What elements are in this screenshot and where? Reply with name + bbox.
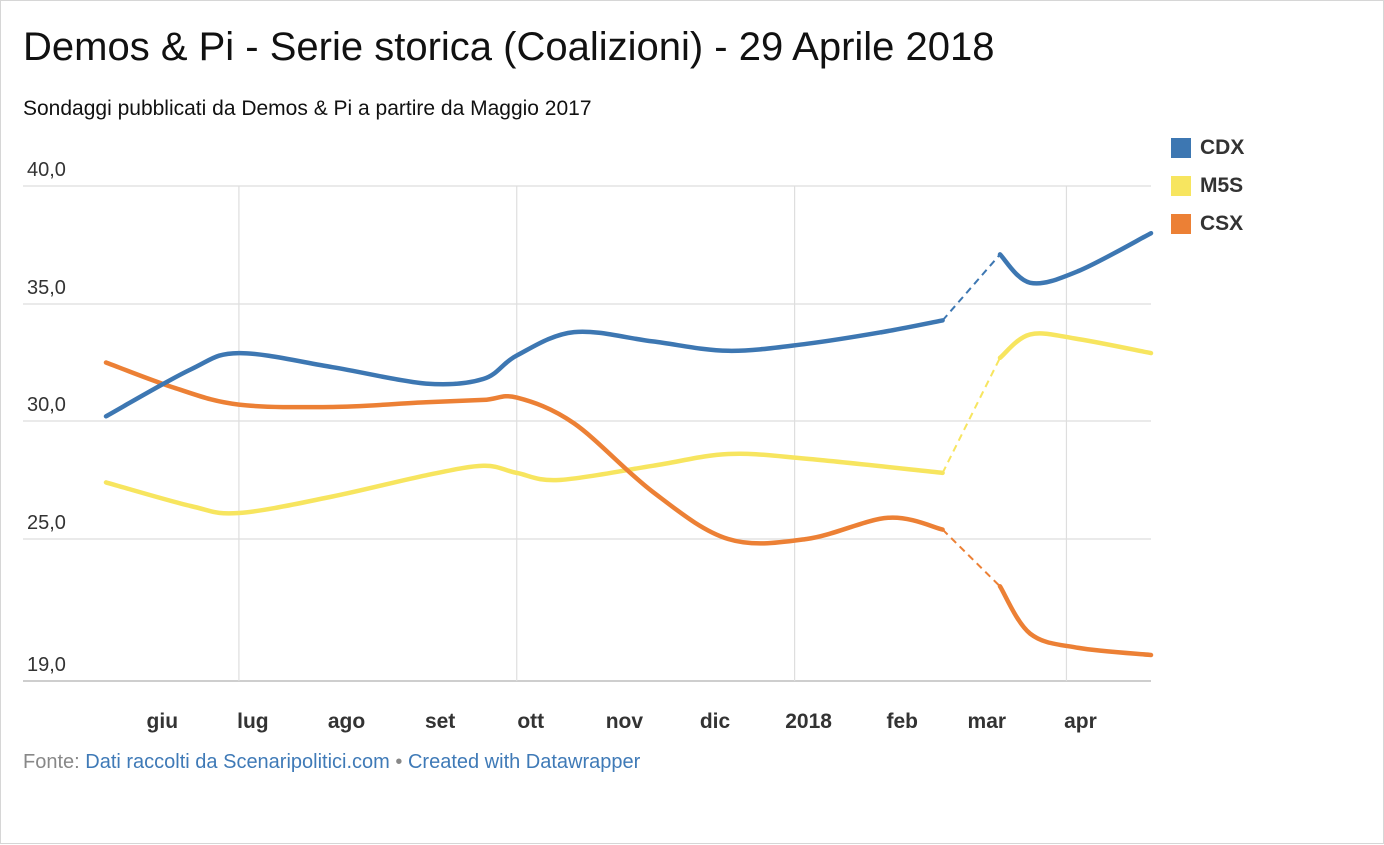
legend: CDX M5S CSX: [1171, 129, 1244, 243]
series-csx-segment-before: [103, 360, 945, 546]
y-tick-label: 40,0: [27, 159, 66, 181]
series-lines: [103, 230, 1154, 658]
x-tick-label: nov: [606, 710, 644, 733]
grid: [23, 185, 1151, 682]
legend-label: M5S: [1200, 174, 1244, 197]
series-m5s-segment-before: [103, 451, 945, 516]
chart-subtitle: Sondaggi pubblicati da Demos & Pi a part…: [23, 97, 592, 120]
footer-separator: •: [395, 751, 403, 773]
series-cdx-segment-after: [997, 230, 1154, 286]
y-axis-labels: 19,0 25,0 30,0 35,0 40,0: [27, 159, 66, 676]
series-csx-gap-connector: [941, 528, 1001, 588]
source-link[interactable]: Dati raccolti da Scenaripolitici.com: [85, 751, 390, 773]
series-m5s-gap-connector: [941, 357, 1001, 474]
x-tick-label: 2018: [785, 710, 832, 733]
x-axis-labels: giu lug ago set ott nov dic 2018 feb mar apr: [147, 710, 1097, 733]
series-csx-segment-after: [997, 584, 1154, 658]
series-csx-line: [103, 360, 1154, 658]
chart-title: Demos & Pi - Serie storica (Coalizioni) …: [23, 25, 995, 69]
series-m5s-segment-after: [997, 331, 1154, 361]
series-cdx-gap-connector: [941, 253, 1001, 322]
y-tick-label: 25,0: [27, 512, 66, 534]
legend-item-cdx: CDX: [1171, 129, 1244, 167]
x-tick-label: lug: [237, 710, 269, 733]
x-tick-label: apr: [1064, 710, 1097, 733]
x-tick-label: ago: [328, 710, 365, 733]
x-tick-label: dic: [700, 710, 731, 733]
y-tick-label: 19,0: [27, 654, 66, 676]
legend-swatch: [1171, 214, 1191, 234]
series-cdx-segment-before: [103, 318, 945, 419]
y-tick-label: 35,0: [27, 277, 66, 299]
legend-swatch: [1171, 138, 1191, 158]
x-tick-label: giu: [147, 710, 179, 733]
x-tick-label: feb: [886, 710, 918, 733]
datawrapper-credit-link[interactable]: Created with Datawrapper: [407, 751, 641, 773]
x-tick-label: ott: [517, 710, 544, 733]
source-label: Fonte:: [23, 751, 80, 773]
legend-swatch: [1171, 176, 1191, 196]
series-cdx-line: [103, 230, 1154, 419]
x-tick-label: set: [425, 710, 455, 733]
legend-label: CDX: [1200, 136, 1245, 159]
footer: Fonte: Dati raccolti da Scenaripolitici.…: [23, 751, 640, 774]
y-tick-label: 30,0: [27, 394, 66, 416]
legend-item-csx: CSX: [1171, 205, 1244, 243]
legend-label: CSX: [1200, 212, 1244, 235]
x-tick-label: mar: [968, 710, 1007, 733]
series-m5s-line: [103, 331, 1154, 516]
legend-item-m5s: M5S: [1171, 167, 1244, 205]
